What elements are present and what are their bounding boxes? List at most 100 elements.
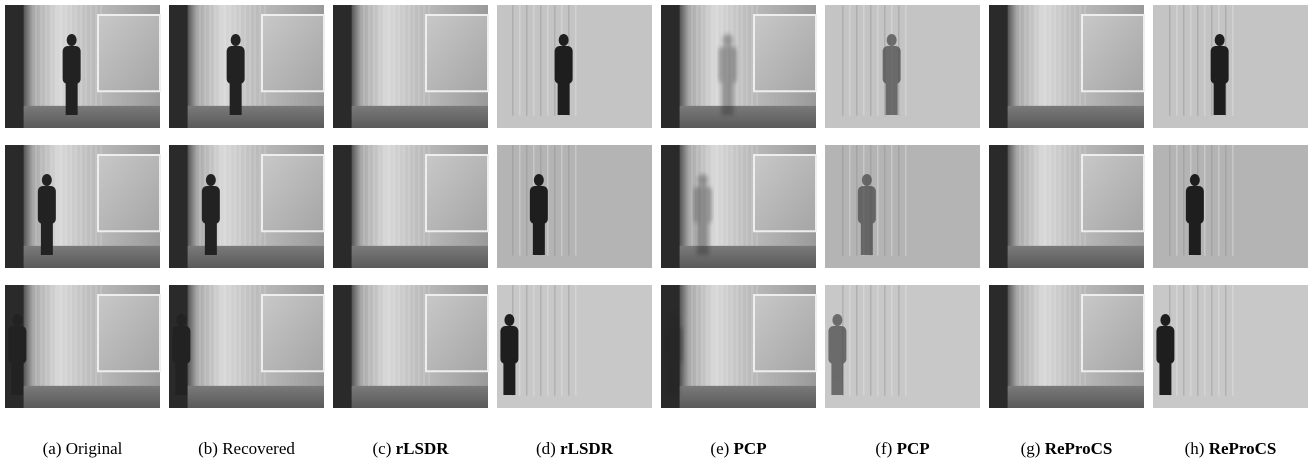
residual-streak xyxy=(1176,145,1178,256)
residual-streak xyxy=(863,5,865,116)
curtain-fold xyxy=(711,5,713,110)
caption-name: Original xyxy=(66,439,123,458)
curtain-fold xyxy=(90,285,92,390)
torso xyxy=(1211,46,1229,84)
curtain-fold xyxy=(388,145,390,250)
curtain-fold xyxy=(1074,145,1076,250)
curtain-fold xyxy=(1079,5,1081,110)
torso xyxy=(664,326,682,364)
curtain-fold xyxy=(65,145,67,250)
residual-streak xyxy=(561,145,563,256)
curtain-fold xyxy=(244,145,246,250)
curtain-fold xyxy=(383,145,385,250)
curtain-fold xyxy=(1019,145,1021,250)
legs xyxy=(1214,83,1226,115)
floor xyxy=(333,386,488,408)
door xyxy=(989,5,1008,128)
whiteboard xyxy=(262,15,324,91)
curtain-fold xyxy=(85,285,87,390)
curtain-fold xyxy=(259,145,261,250)
residual-streak xyxy=(870,5,872,116)
whiteboard xyxy=(1082,295,1144,371)
curtain-fold xyxy=(388,5,390,110)
floor xyxy=(169,106,324,128)
curtain-fold xyxy=(413,285,415,390)
head xyxy=(887,34,897,46)
curtain-fold xyxy=(691,5,693,110)
curtain-fold xyxy=(393,285,395,390)
image-panel xyxy=(661,145,816,268)
residual-streak xyxy=(540,285,542,396)
whiteboard xyxy=(754,155,816,231)
residual-streak xyxy=(540,5,542,116)
image-panel xyxy=(169,145,324,268)
floor xyxy=(333,106,488,128)
image-panel xyxy=(661,5,816,128)
residual-streak xyxy=(1225,145,1227,256)
head xyxy=(559,34,569,46)
floor xyxy=(989,246,1144,268)
curtain-fold xyxy=(1069,145,1071,250)
residual-streak xyxy=(1197,5,1199,116)
curtain-fold xyxy=(219,285,221,390)
caption-tag: (g) xyxy=(1021,439,1041,458)
curtain-fold xyxy=(368,285,370,390)
caption-name: ReProCS xyxy=(1045,439,1113,458)
curtain-fold xyxy=(408,145,410,250)
legs xyxy=(175,363,187,395)
curtain-fold xyxy=(741,145,743,250)
residual-streak xyxy=(561,285,563,396)
residual-streak xyxy=(849,285,851,396)
residual-streak xyxy=(1176,5,1178,116)
head xyxy=(668,314,678,326)
residual-streak xyxy=(1218,285,1220,396)
whiteboard xyxy=(426,15,488,91)
curtain-fold xyxy=(706,5,708,110)
curtain-fold xyxy=(701,5,703,110)
curtain-fold xyxy=(403,285,405,390)
curtain-fold xyxy=(403,5,405,110)
curtain-fold xyxy=(696,285,698,390)
legs xyxy=(533,223,545,255)
head xyxy=(42,174,52,186)
legs xyxy=(205,223,217,255)
torso xyxy=(1156,326,1174,364)
head xyxy=(504,314,514,326)
floor xyxy=(5,386,160,408)
curtain-fold xyxy=(423,145,425,250)
residual-streak xyxy=(863,285,865,396)
residual-bg xyxy=(825,5,980,128)
curtain-fold xyxy=(259,5,261,110)
residual-streak xyxy=(1183,285,1185,396)
legs xyxy=(861,223,873,255)
curtain-fold xyxy=(1049,285,1051,390)
curtain-fold xyxy=(75,285,77,390)
curtain-fold xyxy=(741,285,743,390)
curtain-fold xyxy=(204,285,206,390)
curtain-fold xyxy=(363,285,365,390)
residual-streak xyxy=(554,145,556,256)
image-panel xyxy=(989,5,1144,128)
floor xyxy=(989,106,1144,128)
curtain-fold xyxy=(403,145,405,250)
image-panel xyxy=(333,5,488,128)
residual-streak xyxy=(1225,285,1227,396)
curtain-fold xyxy=(378,145,380,250)
residual-bg xyxy=(825,285,980,408)
floor xyxy=(5,246,160,268)
residual-streak xyxy=(526,145,528,256)
residual-streak xyxy=(1211,285,1213,396)
curtain-fold xyxy=(209,5,211,110)
curtain-fold xyxy=(1019,285,1021,390)
curtain-fold xyxy=(716,285,718,390)
door xyxy=(333,5,352,128)
figure: (a) Original(b) Recovered(c) rLSDR(d) rL… xyxy=(0,0,1312,468)
legs xyxy=(831,363,843,395)
residual-streak xyxy=(533,285,535,396)
torso xyxy=(828,326,846,364)
curtain-fold xyxy=(224,285,226,390)
curtain-fold xyxy=(85,145,87,250)
legs xyxy=(1189,223,1201,255)
whiteboard xyxy=(262,295,324,371)
curtain-fold xyxy=(199,5,201,110)
